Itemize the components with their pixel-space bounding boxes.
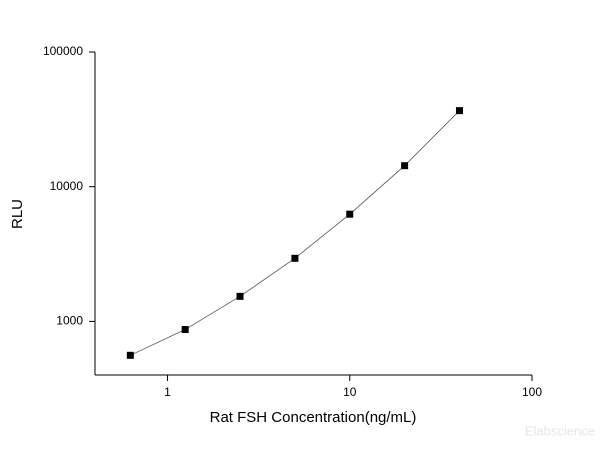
x-tick-label: 100 [522,385,542,399]
data-point [181,326,189,334]
y-tick-label: 1000 [56,314,83,328]
data-point [346,210,354,218]
data-point [291,254,299,262]
data-point [126,351,134,359]
data-point [455,107,463,115]
y-axis-title: RLU [9,199,26,229]
x-tick-label: 1 [164,385,171,399]
y-tick-label: 10000 [50,179,84,193]
x-tick-label: 10 [343,385,357,399]
y-tick-label: 100000 [43,44,83,58]
watermark: Elabscience [525,423,595,438]
data-point [401,162,409,170]
data-point [236,292,244,300]
fit-line [130,110,460,356]
x-axis-title: Rat FSH Concentration(ng/mL) [210,409,417,426]
